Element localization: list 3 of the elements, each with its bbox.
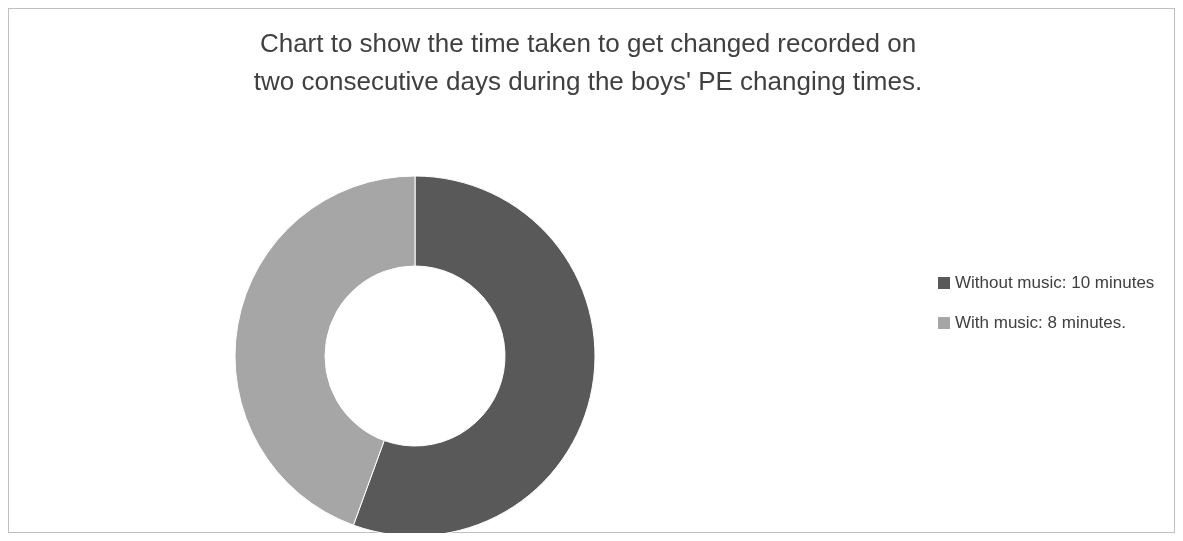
legend-label: Without music: 10 minutes — [955, 273, 1155, 292]
legend-label: With music: 8 minutes. — [955, 313, 1126, 332]
chart-title: Chart to show the time taken to get changed recorded on two consecutive days during the boys' PE changing times. — [253, 28, 923, 96]
